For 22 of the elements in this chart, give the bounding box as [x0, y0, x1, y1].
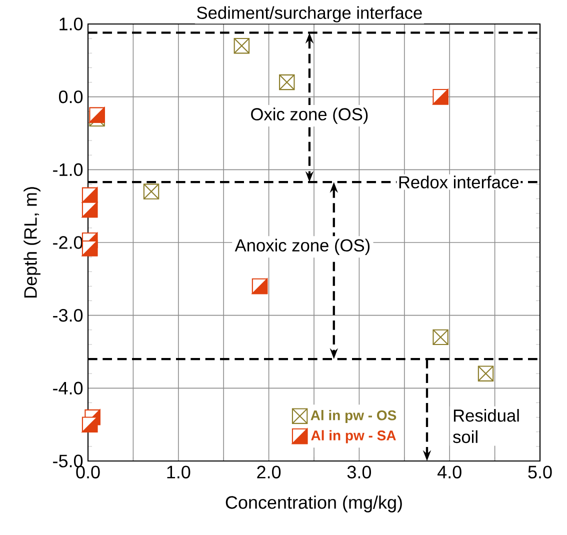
annotation: Residual soil — [453, 409, 519, 444]
y-tick-label: 0.0 — [58, 90, 83, 104]
legend-label: Al in pw - OS — [310, 410, 396, 424]
y-axis-title: Depth (RL, m) — [24, 187, 40, 298]
y-tick-label: -5.0 — [53, 454, 83, 468]
legend-label: Al in pw - SA — [311, 430, 396, 444]
ref-line-label: Sediment/surcharge interface — [197, 6, 422, 22]
x-tick-label: 3.0 — [347, 466, 372, 478]
annotation: Oxic zone (OS) — [251, 108, 368, 124]
x-tick-label: 5.0 — [528, 466, 552, 478]
y-tick-label: -3.0 — [53, 308, 83, 322]
x-tick-label: 4.0 — [438, 466, 462, 478]
x-tick-label: 2.0 — [257, 466, 281, 478]
y-tick-label: 1.0 — [60, 18, 83, 30]
x-tick-label: 1.0 — [167, 466, 190, 478]
y-tick-label: -1.0 — [53, 163, 83, 176]
y-tick-label: -2.0 — [53, 236, 83, 249]
annotation: Anoxic zone (OS) — [234, 238, 370, 255]
x-tick-label: 0.0 — [76, 466, 100, 478]
x-axis-title: Concentration (mg/kg) — [226, 496, 402, 512]
ref-line-label: Redox interface — [399, 176, 519, 188]
y-tick-label: -4.0 — [53, 382, 83, 395]
